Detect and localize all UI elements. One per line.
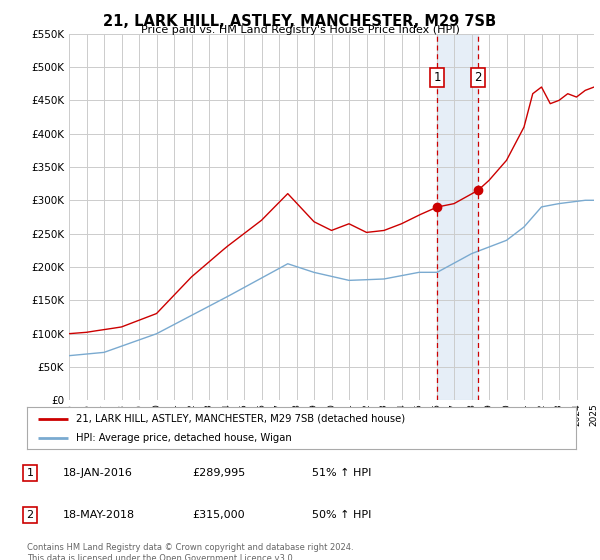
Text: £315,000: £315,000	[192, 510, 245, 520]
Text: 51% ↑ HPI: 51% ↑ HPI	[312, 468, 371, 478]
Text: 50% ↑ HPI: 50% ↑ HPI	[312, 510, 371, 520]
Text: 18-JAN-2016: 18-JAN-2016	[63, 468, 133, 478]
Text: 18-MAY-2018: 18-MAY-2018	[63, 510, 135, 520]
Text: 1: 1	[433, 71, 441, 84]
Text: Contains HM Land Registry data © Crown copyright and database right 2024.
This d: Contains HM Land Registry data © Crown c…	[27, 543, 353, 560]
Text: 2: 2	[26, 510, 34, 520]
Text: HPI: Average price, detached house, Wigan: HPI: Average price, detached house, Wiga…	[76, 433, 292, 443]
Text: 21, LARK HILL, ASTLEY, MANCHESTER, M29 7SB (detached house): 21, LARK HILL, ASTLEY, MANCHESTER, M29 7…	[76, 414, 406, 424]
Text: 21, LARK HILL, ASTLEY, MANCHESTER, M29 7SB: 21, LARK HILL, ASTLEY, MANCHESTER, M29 7…	[103, 14, 497, 29]
Bar	[437, 34, 478, 400]
Text: 1: 1	[26, 468, 34, 478]
Text: 2: 2	[474, 71, 482, 84]
Text: Price paid vs. HM Land Registry's House Price Index (HPI): Price paid vs. HM Land Registry's House …	[140, 25, 460, 35]
Text: £289,995: £289,995	[192, 468, 245, 478]
